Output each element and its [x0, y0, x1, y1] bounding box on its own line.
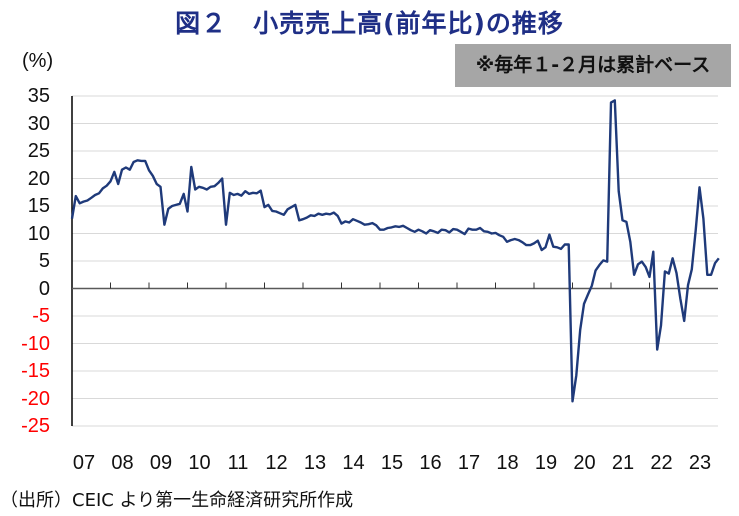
y-tick-label: 20: [27, 167, 50, 190]
x-tick-label: 07: [72, 452, 96, 474]
x-tick-label: 18: [496, 452, 519, 474]
y-axis-unit: (%): [22, 50, 54, 72]
y-tick-label: 30: [27, 112, 50, 135]
x-tick-label: 23: [688, 452, 712, 474]
y-tick-label: 5: [38, 250, 50, 272]
x-tick-label: 08: [111, 452, 134, 474]
y-tick-label: 25: [27, 140, 50, 162]
y-tick-label: -15: [21, 360, 50, 382]
x-tick-label: 14: [342, 452, 365, 474]
note-box: ※毎年１-２月は累計ベース: [455, 44, 731, 87]
x-tick-label: 19: [534, 452, 558, 474]
x-tick-label: 16: [419, 452, 442, 474]
x-tick-label: 22: [650, 452, 673, 474]
x-tick-label: 17: [457, 452, 481, 474]
y-tick-label: 35: [27, 85, 50, 107]
x-tick-label: 21: [611, 452, 635, 474]
y-tick-label: 0: [38, 277, 50, 300]
y-tick-label: -10: [21, 332, 50, 355]
x-tick-label: 09: [149, 452, 173, 474]
y-tick-label: -5: [32, 305, 50, 327]
y-tick-label: -25: [21, 415, 50, 437]
data-line: [70, 99, 720, 403]
x-tick-label: 10: [188, 452, 211, 474]
x-tick-label: 20: [573, 452, 596, 474]
x-tick-label: 11: [227, 452, 249, 474]
x-tick-label: 12: [265, 452, 288, 474]
y-tick-label: 10: [27, 222, 50, 245]
x-tick-label: 15: [380, 452, 404, 474]
y-tick-label: -20: [21, 387, 50, 410]
chart-title: 図２ 小売売上高(前年比)の推移: [175, 9, 564, 38]
x-tick-label: 13: [303, 452, 327, 474]
y-tick-label: 15: [27, 195, 50, 217]
source-note: （出所）CEIC より第一生命経済研究所作成: [0, 490, 354, 511]
